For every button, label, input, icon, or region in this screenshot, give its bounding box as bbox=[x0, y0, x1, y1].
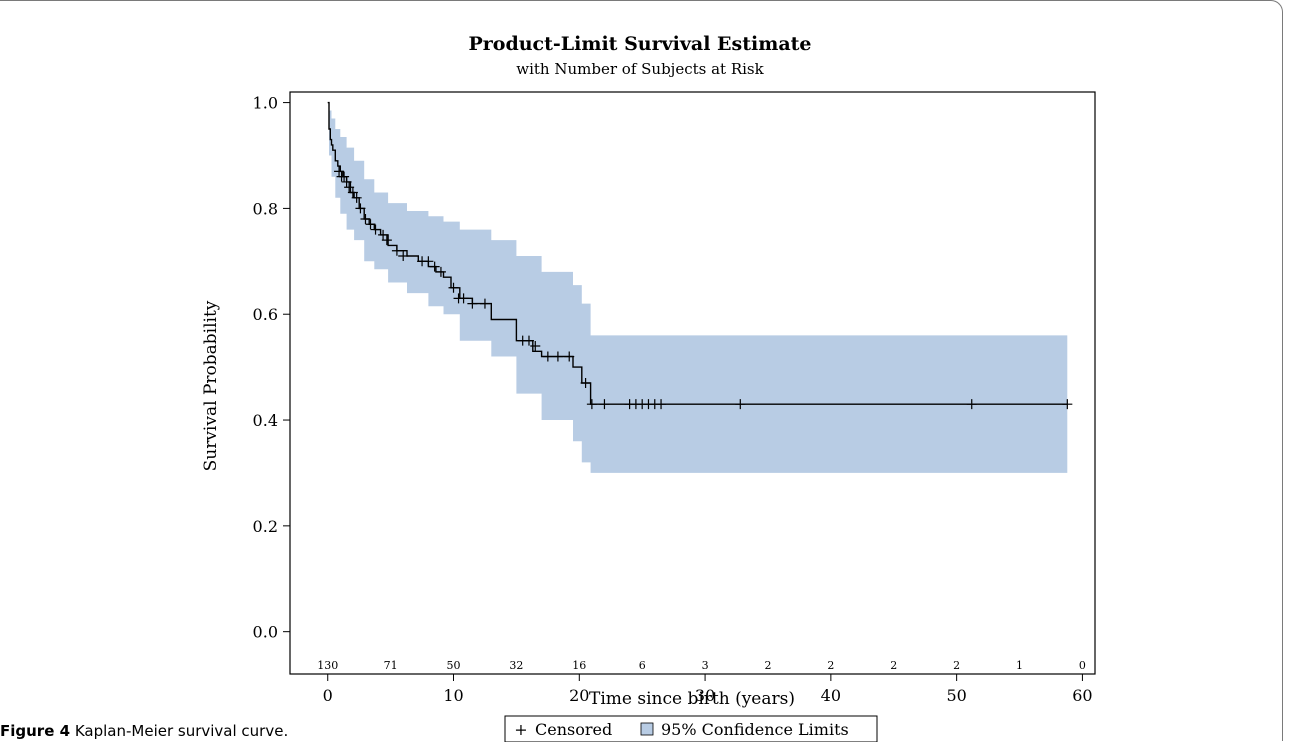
censored-mark bbox=[552, 351, 563, 362]
caption-label: Figure 4 bbox=[0, 722, 71, 740]
censored-mark bbox=[735, 399, 746, 410]
at-risk-count: 1 bbox=[1016, 659, 1023, 672]
censored-mark bbox=[966, 399, 977, 410]
censored-mark bbox=[391, 245, 402, 256]
x-tick-label: 0 bbox=[323, 686, 333, 705]
censored-mark bbox=[370, 224, 381, 235]
chart-title: Product-Limit Survival Estimate bbox=[468, 33, 811, 55]
y-axis-label: Survival Probability bbox=[201, 300, 221, 471]
censored-mark bbox=[542, 351, 553, 362]
y-tick-label: 1.0 bbox=[253, 94, 278, 113]
confidence-band-legend-swatch bbox=[640, 722, 654, 736]
censored-mark bbox=[586, 399, 597, 410]
censored-legend-label: Censored bbox=[535, 720, 612, 739]
caption-text: Kaplan-Meier survival curve. bbox=[74, 722, 289, 740]
censored-mark bbox=[351, 192, 362, 203]
x-tick-label: 50 bbox=[946, 686, 966, 705]
censored-mark bbox=[1062, 399, 1073, 410]
censored-mark bbox=[479, 298, 490, 309]
at-risk-count: 50 bbox=[447, 659, 461, 672]
legend: + Censored 95% Confidence Limits bbox=[504, 715, 878, 742]
x-tick-label: 60 bbox=[1072, 686, 1092, 705]
at-risk-count: 16 bbox=[572, 659, 586, 672]
y-tick-label: 0.6 bbox=[253, 305, 278, 324]
censored-mark bbox=[355, 203, 366, 214]
censored-mark bbox=[398, 251, 409, 262]
censored-mark bbox=[378, 229, 389, 240]
censored-mark bbox=[339, 171, 350, 182]
censored-mark bbox=[599, 399, 610, 410]
x-tick-label: 10 bbox=[443, 686, 463, 705]
at-risk-count: 32 bbox=[509, 659, 523, 672]
censored-mark bbox=[423, 256, 434, 267]
censored-mark bbox=[458, 293, 469, 304]
x-axis-label: Time since birth (years) bbox=[589, 689, 795, 709]
censored-mark bbox=[341, 176, 352, 187]
censored-legend-symbol: + bbox=[514, 720, 527, 739]
x-tick-label: 40 bbox=[821, 686, 841, 705]
censored-mark bbox=[347, 187, 358, 198]
censored-mark bbox=[530, 340, 541, 351]
figure-caption: Figure 4 Kaplan-Meier survival curve. bbox=[0, 722, 288, 740]
at-risk-count: 2 bbox=[890, 659, 897, 672]
y-tick-label: 0.2 bbox=[253, 517, 278, 536]
y-tick-label: 0.0 bbox=[253, 623, 278, 642]
censored-mark bbox=[467, 298, 478, 309]
at-risk-count: 2 bbox=[953, 659, 960, 672]
at-risk-count: 2 bbox=[827, 659, 834, 672]
censored-mark bbox=[435, 266, 446, 277]
at-risk-count: 130 bbox=[317, 659, 338, 672]
censored-mark bbox=[365, 219, 376, 230]
censored-mark bbox=[448, 282, 459, 293]
confidence-band-legend-label: 95% Confidence Limits bbox=[661, 720, 849, 739]
plot-area-frame bbox=[289, 91, 1096, 675]
chart-subtitle: with Number of Subjects at Risk bbox=[516, 60, 764, 78]
censored-mark bbox=[334, 166, 345, 177]
y-tick-label: 0.8 bbox=[253, 199, 278, 218]
at-risk-count: 71 bbox=[384, 659, 398, 672]
censored-mark bbox=[429, 261, 440, 272]
censored-mark bbox=[656, 399, 667, 410]
legend-box bbox=[504, 715, 878, 742]
censored-mark bbox=[580, 378, 591, 388]
x-tick-label: 20 bbox=[569, 686, 589, 705]
at-risk-count: 0 bbox=[1079, 659, 1086, 672]
confidence-band bbox=[327, 102, 1068, 473]
at-risk-count: 3 bbox=[702, 659, 709, 672]
censored-mark bbox=[564, 351, 575, 362]
x-tick-label: 30 bbox=[695, 686, 715, 705]
censored-mark bbox=[523, 335, 534, 346]
at-risk-count: 6 bbox=[639, 659, 646, 672]
censored-mark bbox=[360, 213, 371, 224]
y-tick-label: 0.4 bbox=[253, 411, 278, 430]
censored-mark bbox=[381, 235, 392, 246]
at-risk-count: 2 bbox=[764, 659, 771, 672]
censored-mark bbox=[344, 182, 355, 193]
